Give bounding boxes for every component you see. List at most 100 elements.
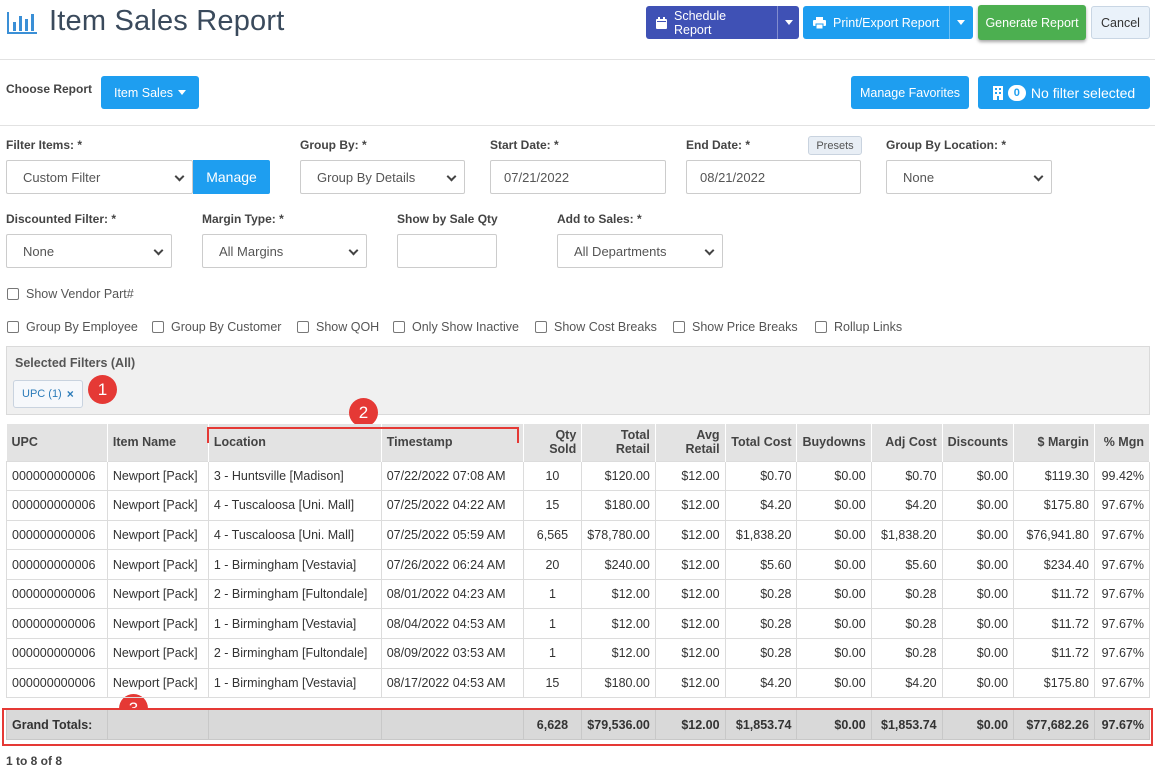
table-cell: 2 - Birmingham [Fultondale] (207, 578, 382, 610)
table-cell: $0.28 (724, 578, 798, 610)
group-by-employee-checkbox[interactable]: Group By Employee (7, 320, 138, 334)
filter-chip-upc[interactable]: UPC (1) × (13, 380, 83, 408)
end-date-value: 08/21/2022 (700, 169, 766, 185)
cancel-button[interactable]: Cancel (1091, 6, 1150, 39)
table-cell: 07/25/2022 05:59 AM (380, 519, 524, 551)
total-cell: $0.00 (796, 709, 872, 741)
group-by-location-value: None (903, 169, 935, 185)
print-dropdown-toggle[interactable] (949, 6, 971, 39)
checkbox-box[interactable] (535, 321, 547, 333)
table-cell: 1 (522, 578, 583, 610)
table-cell: Newport [Pack] (106, 490, 209, 521)
generate-report-button[interactable]: Generate Report (978, 5, 1086, 40)
highlight-grand-totals (2, 708, 1153, 746)
column-header-buydowns[interactable]: Buydowns (796, 424, 872, 461)
filter-count-badge: 0 (1007, 84, 1026, 101)
column-header-timestamp[interactable]: Timestamp (381, 424, 524, 461)
start-date-value: 07/21/2022 (504, 169, 570, 185)
column-header-location[interactable]: Location (208, 424, 382, 461)
grand-totals-row: Grand Totals: 6,628 $79,536.00 $12.00 $1,853… (6, 709, 1151, 741)
checkbox-box[interactable] (7, 288, 19, 300)
table-cell: $0.28 (870, 608, 943, 640)
start-date-input[interactable]: 07/21/2022 (490, 160, 666, 194)
table-row[interactable]: 000000000006 Newport [Pack] 2 - Birmingham… (6, 578, 1151, 610)
table-cell: 08/17/2022 04:53 AM (380, 667, 524, 699)
manage-favorites-button[interactable]: Manage Favorites (851, 76, 969, 109)
discounted-filter-select[interactable]: None (6, 234, 172, 268)
column-header-avg-retail[interactable]: Avg Retail (655, 424, 726, 461)
show-vendor-part-checkbox[interactable]: Show Vendor Part# (7, 287, 134, 301)
table-cell: $78,780.00 (581, 519, 656, 551)
checkbox-box[interactable] (393, 321, 405, 333)
end-date-input[interactable]: 08/21/2022 (686, 160, 861, 194)
group-by-location-select[interactable]: None (886, 160, 1052, 194)
table-cell: $0.00 (941, 460, 1015, 492)
checkbox-box[interactable] (673, 321, 685, 333)
table-cell: 000000000006 (6, 667, 108, 699)
table-row[interactable]: 000000000006 Newport [Pack] 1 - Birmingham… (6, 667, 1151, 699)
column-header-qty-sold[interactable]: Qty Sold (523, 424, 583, 461)
table-cell: $0.00 (796, 549, 872, 580)
column-header-margin[interactable]: $ Margin (1013, 424, 1095, 461)
checkbox-box[interactable] (297, 321, 309, 333)
table-row[interactable]: 000000000006 Newport [Pack] 3 - Huntsville… (6, 460, 1151, 492)
schedule-dropdown-toggle[interactable] (777, 6, 799, 39)
margin-type-value: All Margins (219, 243, 284, 259)
discounted-filter-label: Discounted Filter: * (6, 212, 117, 226)
group-by-customer-checkbox[interactable]: Group By Customer (152, 320, 281, 334)
margin-type-select[interactable]: All Margins (202, 234, 367, 268)
filter-items-select[interactable]: Custom Filter (6, 160, 193, 194)
sales-table: UPC Item Name Location Timestamp Qty Sol… (6, 424, 1151, 741)
checkbox-box[interactable] (7, 321, 19, 333)
column-header-adj-cost[interactable]: Adj Cost (871, 424, 943, 461)
column-header-total-cost[interactable]: Total Cost (725, 424, 798, 461)
show-qoh-checkbox[interactable]: Show QOH (297, 320, 379, 334)
table-cell: $119.30 (1013, 460, 1095, 492)
table-cell: Newport [Pack] (106, 578, 209, 610)
show-cost-breaks-checkbox[interactable]: Show Cost Breaks (535, 320, 657, 334)
table-cell: $240.00 (581, 549, 656, 580)
column-header-item-name[interactable]: Item Name (107, 424, 209, 461)
column-header-discounts[interactable]: Discounts (942, 424, 1015, 461)
column-header-pct-margin[interactable]: % Mgn (1094, 424, 1151, 461)
chevron-down-icon (446, 171, 457, 182)
table-cell: $11.72 (1013, 638, 1095, 669)
table-row[interactable]: 000000000006 Newport [Pack] 4 - Tuscaloosa… (6, 519, 1151, 551)
table-cell: $11.72 (1013, 578, 1095, 610)
add-to-sales-select[interactable]: All Departments (557, 234, 723, 268)
schedule-report-button[interactable]: Schedule Report (646, 6, 799, 39)
filter-status-button[interactable]: 0 No filter selected (978, 76, 1150, 109)
table-cell: $0.28 (870, 578, 943, 610)
table-row[interactable]: 000000000006 Newport [Pack] 1 - Birmingham… (6, 549, 1151, 580)
table-row[interactable]: 000000000006 Newport [Pack] 2 - Birmingham… (6, 638, 1151, 669)
pagination-info: 1 to 8 of 8 (6, 754, 63, 768)
total-cell (106, 709, 209, 741)
presets-button[interactable]: Presets (808, 136, 862, 155)
bar-chart-icon (7, 12, 37, 34)
table-cell: 1 - Birmingham [Vestavia] (207, 608, 382, 640)
grand-totals-label: Grand Totals: (6, 709, 108, 741)
manage-filter-button[interactable]: Manage (193, 160, 270, 194)
only-show-inactive-checkbox[interactable]: Only Show Inactive (393, 320, 519, 334)
report-type-dropdown[interactable]: Item Sales (101, 76, 199, 109)
table-row[interactable]: 000000000006 Newport [Pack] 4 - Tuscaloosa… (6, 490, 1151, 521)
column-header-total-retail[interactable]: Total Retail (581, 424, 656, 461)
print-export-button[interactable]: Print/Export Report (803, 6, 973, 39)
checkbox-box[interactable] (152, 321, 164, 333)
column-header-upc[interactable]: UPC (6, 424, 108, 461)
annotation-marker-2: 2 (349, 398, 378, 427)
table-cell: $0.00 (941, 667, 1015, 699)
checkbox-box[interactable] (815, 321, 827, 333)
checkbox-label: Group By Customer (171, 320, 282, 334)
table-cell: 08/09/2022 03:53 AM (380, 638, 524, 669)
sale-qty-input[interactable] (397, 234, 497, 268)
group-by-location-label: Group By Location: * (886, 138, 1006, 152)
table-cell: $175.80 (1013, 667, 1095, 699)
rollup-links-checkbox[interactable]: Rollup Links (815, 320, 902, 334)
close-icon[interactable]: × (66, 387, 74, 401)
group-by-select[interactable]: Group By Details (300, 160, 465, 194)
table-cell: $0.70 (870, 460, 943, 492)
show-price-breaks-checkbox[interactable]: Show Price Breaks (673, 320, 798, 334)
table-row[interactable]: 000000000006 Newport [Pack] 1 - Birmingham… (6, 608, 1151, 640)
table-cell: $12.00 (654, 667, 726, 699)
